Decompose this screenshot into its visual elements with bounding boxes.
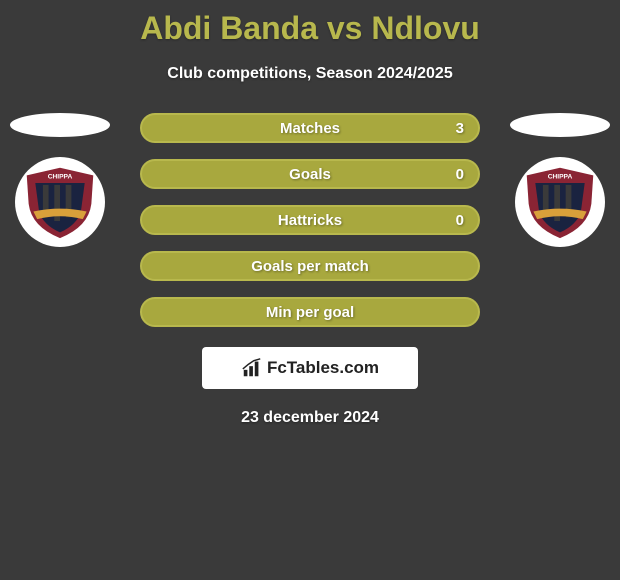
stat-bar-label: Matches bbox=[280, 120, 340, 137]
club-crest-icon: CHIPPA bbox=[22, 164, 98, 240]
svg-text:CHIPPA: CHIPPA bbox=[548, 173, 573, 180]
subtitle: Club competitions, Season 2024/2025 bbox=[0, 65, 620, 83]
stat-bar-label: Hattricks bbox=[278, 212, 342, 229]
stat-bar-value: 0 bbox=[456, 212, 464, 229]
stat-bar-label: Goals per match bbox=[251, 258, 369, 275]
comparison-content: CHIPPA CHIPPA Matches3Goals0Hattricks0G bbox=[0, 113, 620, 427]
stat-bar: Matches 3 bbox=[140, 113, 480, 143]
stat-bar: Hattricks 0 bbox=[140, 205, 480, 235]
player-right-photo-placeholder bbox=[510, 113, 610, 137]
player-right-column: CHIPPA bbox=[510, 113, 610, 247]
stat-bar: Min per goal bbox=[140, 297, 480, 327]
stat-bar-value: 0 bbox=[456, 166, 464, 183]
logo-text: FcTables.com bbox=[267, 358, 379, 378]
svg-text:CHIPPA: CHIPPA bbox=[48, 173, 73, 180]
stat-bar: Goals 0 bbox=[140, 159, 480, 189]
date: 23 december 2024 bbox=[0, 409, 620, 427]
stat-bar-value: 3 bbox=[456, 120, 464, 137]
club-crest-icon: CHIPPA bbox=[522, 164, 598, 240]
chart-icon bbox=[241, 357, 263, 379]
stat-bar-label: Min per goal bbox=[266, 304, 354, 321]
stat-bar: Goals per match bbox=[140, 251, 480, 281]
fctables-logo: FcTables.com bbox=[202, 347, 418, 389]
player-left-club-badge: CHIPPA bbox=[15, 157, 105, 247]
player-right-club-badge: CHIPPA bbox=[515, 157, 605, 247]
stat-bars: Matches 3 Goals 0 Hattricks 0 Goals per match M… bbox=[140, 113, 480, 327]
player-left-column: CHIPPA bbox=[10, 113, 110, 247]
player-left-photo-placeholder bbox=[10, 113, 110, 137]
stat-bar-label: Goals bbox=[289, 166, 331, 183]
page-title: Abdi Banda vs Ndlovu bbox=[0, 0, 620, 47]
